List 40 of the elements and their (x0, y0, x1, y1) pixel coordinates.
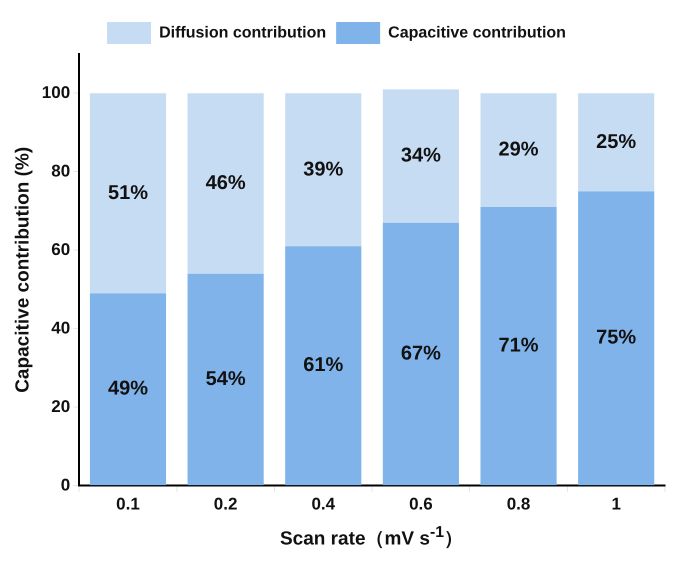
y-tick-label: 100 (42, 82, 70, 102)
x-tick-label: 0.6 (409, 494, 433, 514)
x-tick-label: 1 (611, 494, 621, 514)
y-tick-label: 0 (60, 475, 70, 494)
y-tick-label: 80 (51, 161, 70, 180)
data-label: 49% (108, 378, 148, 400)
bar (188, 93, 264, 274)
data-label: 54% (206, 368, 246, 390)
y-axis-title: Capacitive contribution (%) (12, 146, 34, 393)
bar (480, 93, 557, 208)
bar (382, 89, 459, 223)
bar (578, 191, 654, 486)
bar (480, 207, 557, 486)
y-tick-label: 60 (51, 240, 70, 259)
bar (90, 293, 166, 486)
bar (285, 93, 362, 246)
x-tick-label: 0.2 (214, 494, 238, 514)
y-tick-label: 20 (51, 396, 70, 416)
data-label: 67% (400, 342, 442, 364)
data-label: 61% (303, 354, 344, 376)
data-label: 39% (303, 158, 344, 180)
x-tick-label: 0.4 (311, 494, 336, 514)
x-axis-title: Scan rate（mV s$^{-1}$） (278, 524, 464, 552)
bar (578, 93, 654, 192)
bar (90, 93, 166, 294)
data-label: 25% (596, 130, 636, 153)
data-label: 34% (400, 144, 442, 167)
y-tick-label: 40 (51, 318, 70, 338)
data-label: 46% (206, 172, 246, 194)
data-label: 29% (498, 138, 539, 161)
legend-label: Capacitive contribution (388, 24, 566, 42)
x-tick-label: 0.1 (116, 494, 140, 514)
legend-label: Diffusion contribution (159, 24, 326, 42)
bar (188, 274, 264, 486)
data-label: 71% (498, 334, 539, 357)
bar (382, 222, 459, 486)
x-tick-label: 0.8 (506, 494, 530, 514)
data-label: 75% (596, 326, 636, 349)
data-label: 51% (108, 182, 148, 204)
bar (285, 246, 362, 486)
